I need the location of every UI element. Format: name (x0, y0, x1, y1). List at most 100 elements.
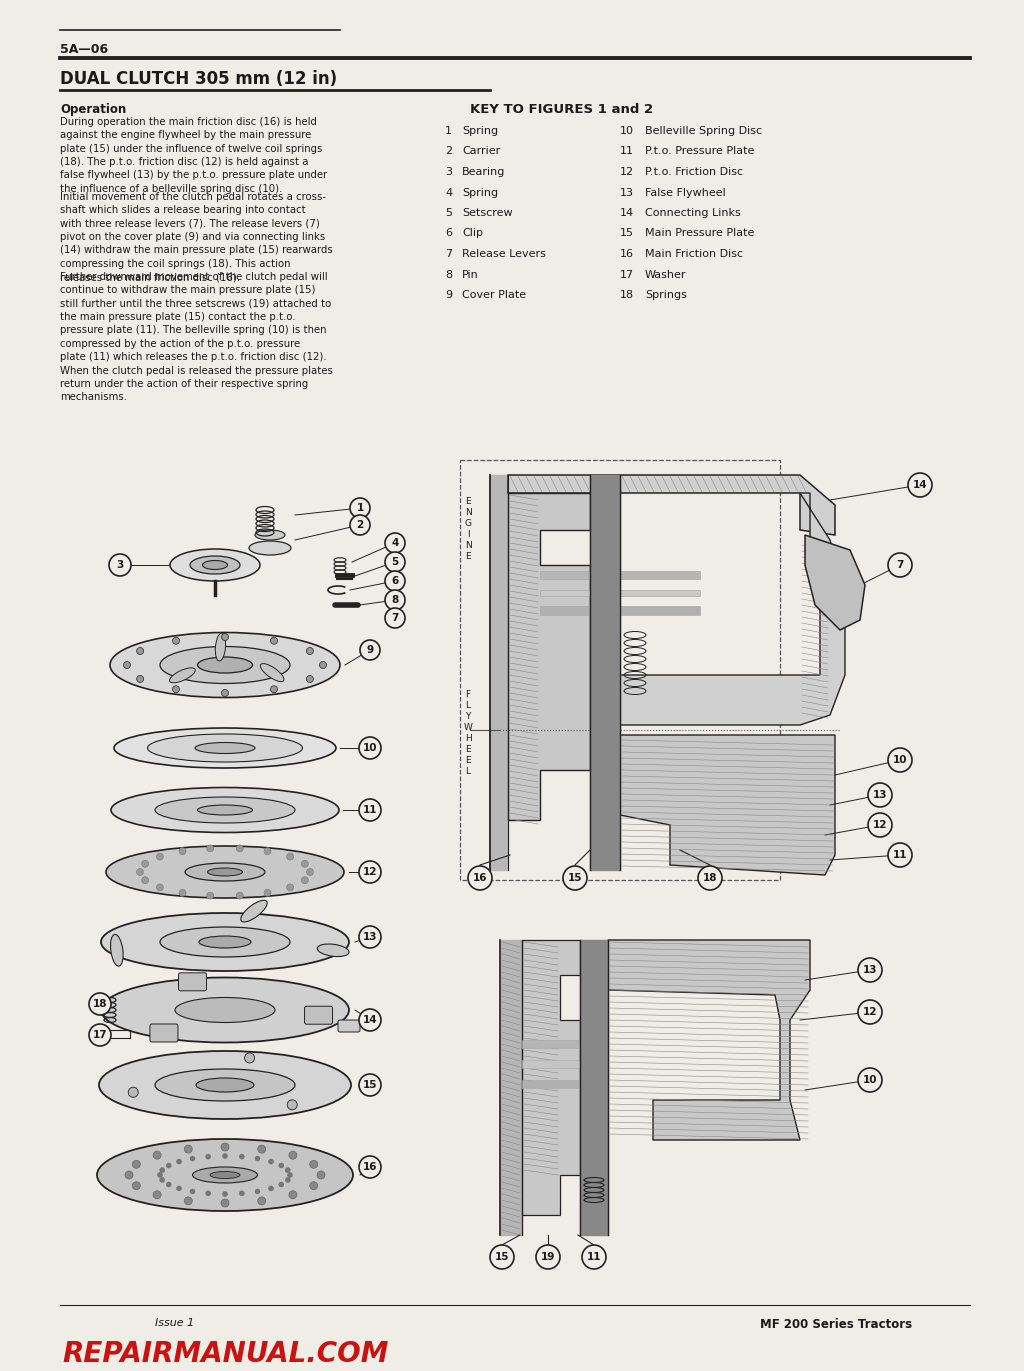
Text: 10: 10 (893, 755, 907, 765)
Circle shape (264, 890, 271, 897)
Circle shape (221, 690, 228, 696)
Ellipse shape (111, 787, 339, 832)
Text: 12: 12 (872, 820, 887, 829)
Text: 14: 14 (362, 1015, 377, 1026)
Text: 19: 19 (541, 1252, 555, 1261)
Text: G: G (465, 520, 471, 528)
Circle shape (359, 1009, 381, 1031)
Circle shape (268, 1186, 273, 1191)
Circle shape (132, 1182, 140, 1190)
Circle shape (888, 553, 912, 577)
Text: Springs: Springs (645, 291, 687, 300)
Circle shape (286, 1178, 290, 1182)
Circle shape (306, 647, 313, 654)
Circle shape (264, 847, 271, 854)
Ellipse shape (215, 633, 225, 661)
Text: Operation: Operation (60, 103, 126, 117)
Text: 15: 15 (567, 873, 583, 883)
Text: 12: 12 (362, 866, 377, 877)
Text: 11: 11 (893, 850, 907, 860)
Circle shape (258, 1197, 266, 1205)
Ellipse shape (160, 647, 290, 684)
Text: 18: 18 (93, 999, 108, 1009)
Text: Spring: Spring (462, 126, 498, 136)
Circle shape (868, 783, 892, 808)
FancyBboxPatch shape (150, 1024, 178, 1042)
Circle shape (359, 1156, 381, 1178)
Circle shape (289, 1191, 297, 1198)
Text: 15: 15 (620, 229, 634, 239)
Text: 11: 11 (362, 805, 377, 814)
Circle shape (858, 999, 882, 1024)
Circle shape (309, 1182, 317, 1190)
Text: 12: 12 (863, 1008, 878, 1017)
FancyBboxPatch shape (178, 973, 207, 991)
Text: 5: 5 (391, 557, 398, 568)
Circle shape (141, 876, 148, 884)
Text: 10: 10 (620, 126, 634, 136)
Text: MF 200 Series Tractors: MF 200 Series Tractors (760, 1318, 912, 1331)
Text: 8: 8 (445, 270, 453, 280)
Circle shape (319, 661, 327, 669)
Circle shape (237, 845, 244, 851)
Circle shape (858, 958, 882, 982)
Circle shape (858, 1068, 882, 1091)
Circle shape (385, 607, 406, 628)
Text: Cover Plate: Cover Plate (462, 291, 526, 300)
Circle shape (306, 868, 313, 876)
Circle shape (176, 1158, 181, 1164)
Circle shape (136, 676, 143, 683)
Text: Clip: Clip (462, 229, 483, 239)
Circle shape (270, 686, 278, 692)
Ellipse shape (249, 542, 291, 555)
Circle shape (222, 1153, 227, 1158)
Ellipse shape (195, 743, 255, 754)
Text: 18: 18 (620, 291, 634, 300)
Circle shape (160, 1178, 165, 1182)
Circle shape (240, 1154, 245, 1158)
Text: N: N (465, 542, 471, 550)
Circle shape (179, 890, 186, 897)
Text: 14: 14 (912, 480, 928, 489)
Circle shape (306, 676, 313, 683)
Text: 15: 15 (362, 1080, 377, 1090)
Polygon shape (508, 494, 590, 820)
Circle shape (154, 1152, 161, 1160)
Circle shape (172, 686, 179, 692)
Text: 7: 7 (445, 250, 453, 259)
Circle shape (124, 661, 130, 669)
Ellipse shape (170, 668, 196, 683)
Polygon shape (608, 941, 810, 1141)
Circle shape (132, 1160, 140, 1168)
Text: E: E (465, 498, 471, 506)
Circle shape (221, 1143, 229, 1152)
Ellipse shape (110, 632, 340, 698)
Circle shape (172, 638, 179, 644)
Text: 8: 8 (391, 595, 398, 605)
Text: Belleville Spring Disc: Belleville Spring Disc (645, 126, 762, 136)
Text: Y: Y (465, 712, 471, 721)
Text: P.t.o. Pressure Plate: P.t.o. Pressure Plate (645, 147, 755, 156)
Circle shape (158, 1172, 163, 1178)
Circle shape (160, 1168, 165, 1172)
Text: 2: 2 (445, 147, 453, 156)
Text: 7: 7 (896, 559, 904, 570)
Circle shape (166, 1163, 171, 1168)
Text: Further downward movement of the clutch pedal will
continue to withdraw the main: Further downward movement of the clutch … (60, 271, 333, 402)
Ellipse shape (99, 1052, 351, 1119)
Text: I: I (467, 531, 469, 539)
Text: 13: 13 (620, 188, 634, 197)
Circle shape (166, 1182, 171, 1187)
Text: 4: 4 (391, 537, 398, 548)
Circle shape (125, 1171, 133, 1179)
Text: Carrier: Carrier (462, 147, 501, 156)
Circle shape (240, 1191, 245, 1196)
Circle shape (154, 1191, 161, 1198)
Text: During operation the main friction disc (16) is held
against the engine flywheel: During operation the main friction disc … (60, 117, 327, 193)
Circle shape (888, 843, 912, 866)
Circle shape (222, 1191, 227, 1197)
Text: L: L (466, 701, 470, 710)
Circle shape (109, 554, 131, 576)
Text: 6: 6 (391, 576, 398, 585)
Text: E: E (465, 755, 471, 765)
